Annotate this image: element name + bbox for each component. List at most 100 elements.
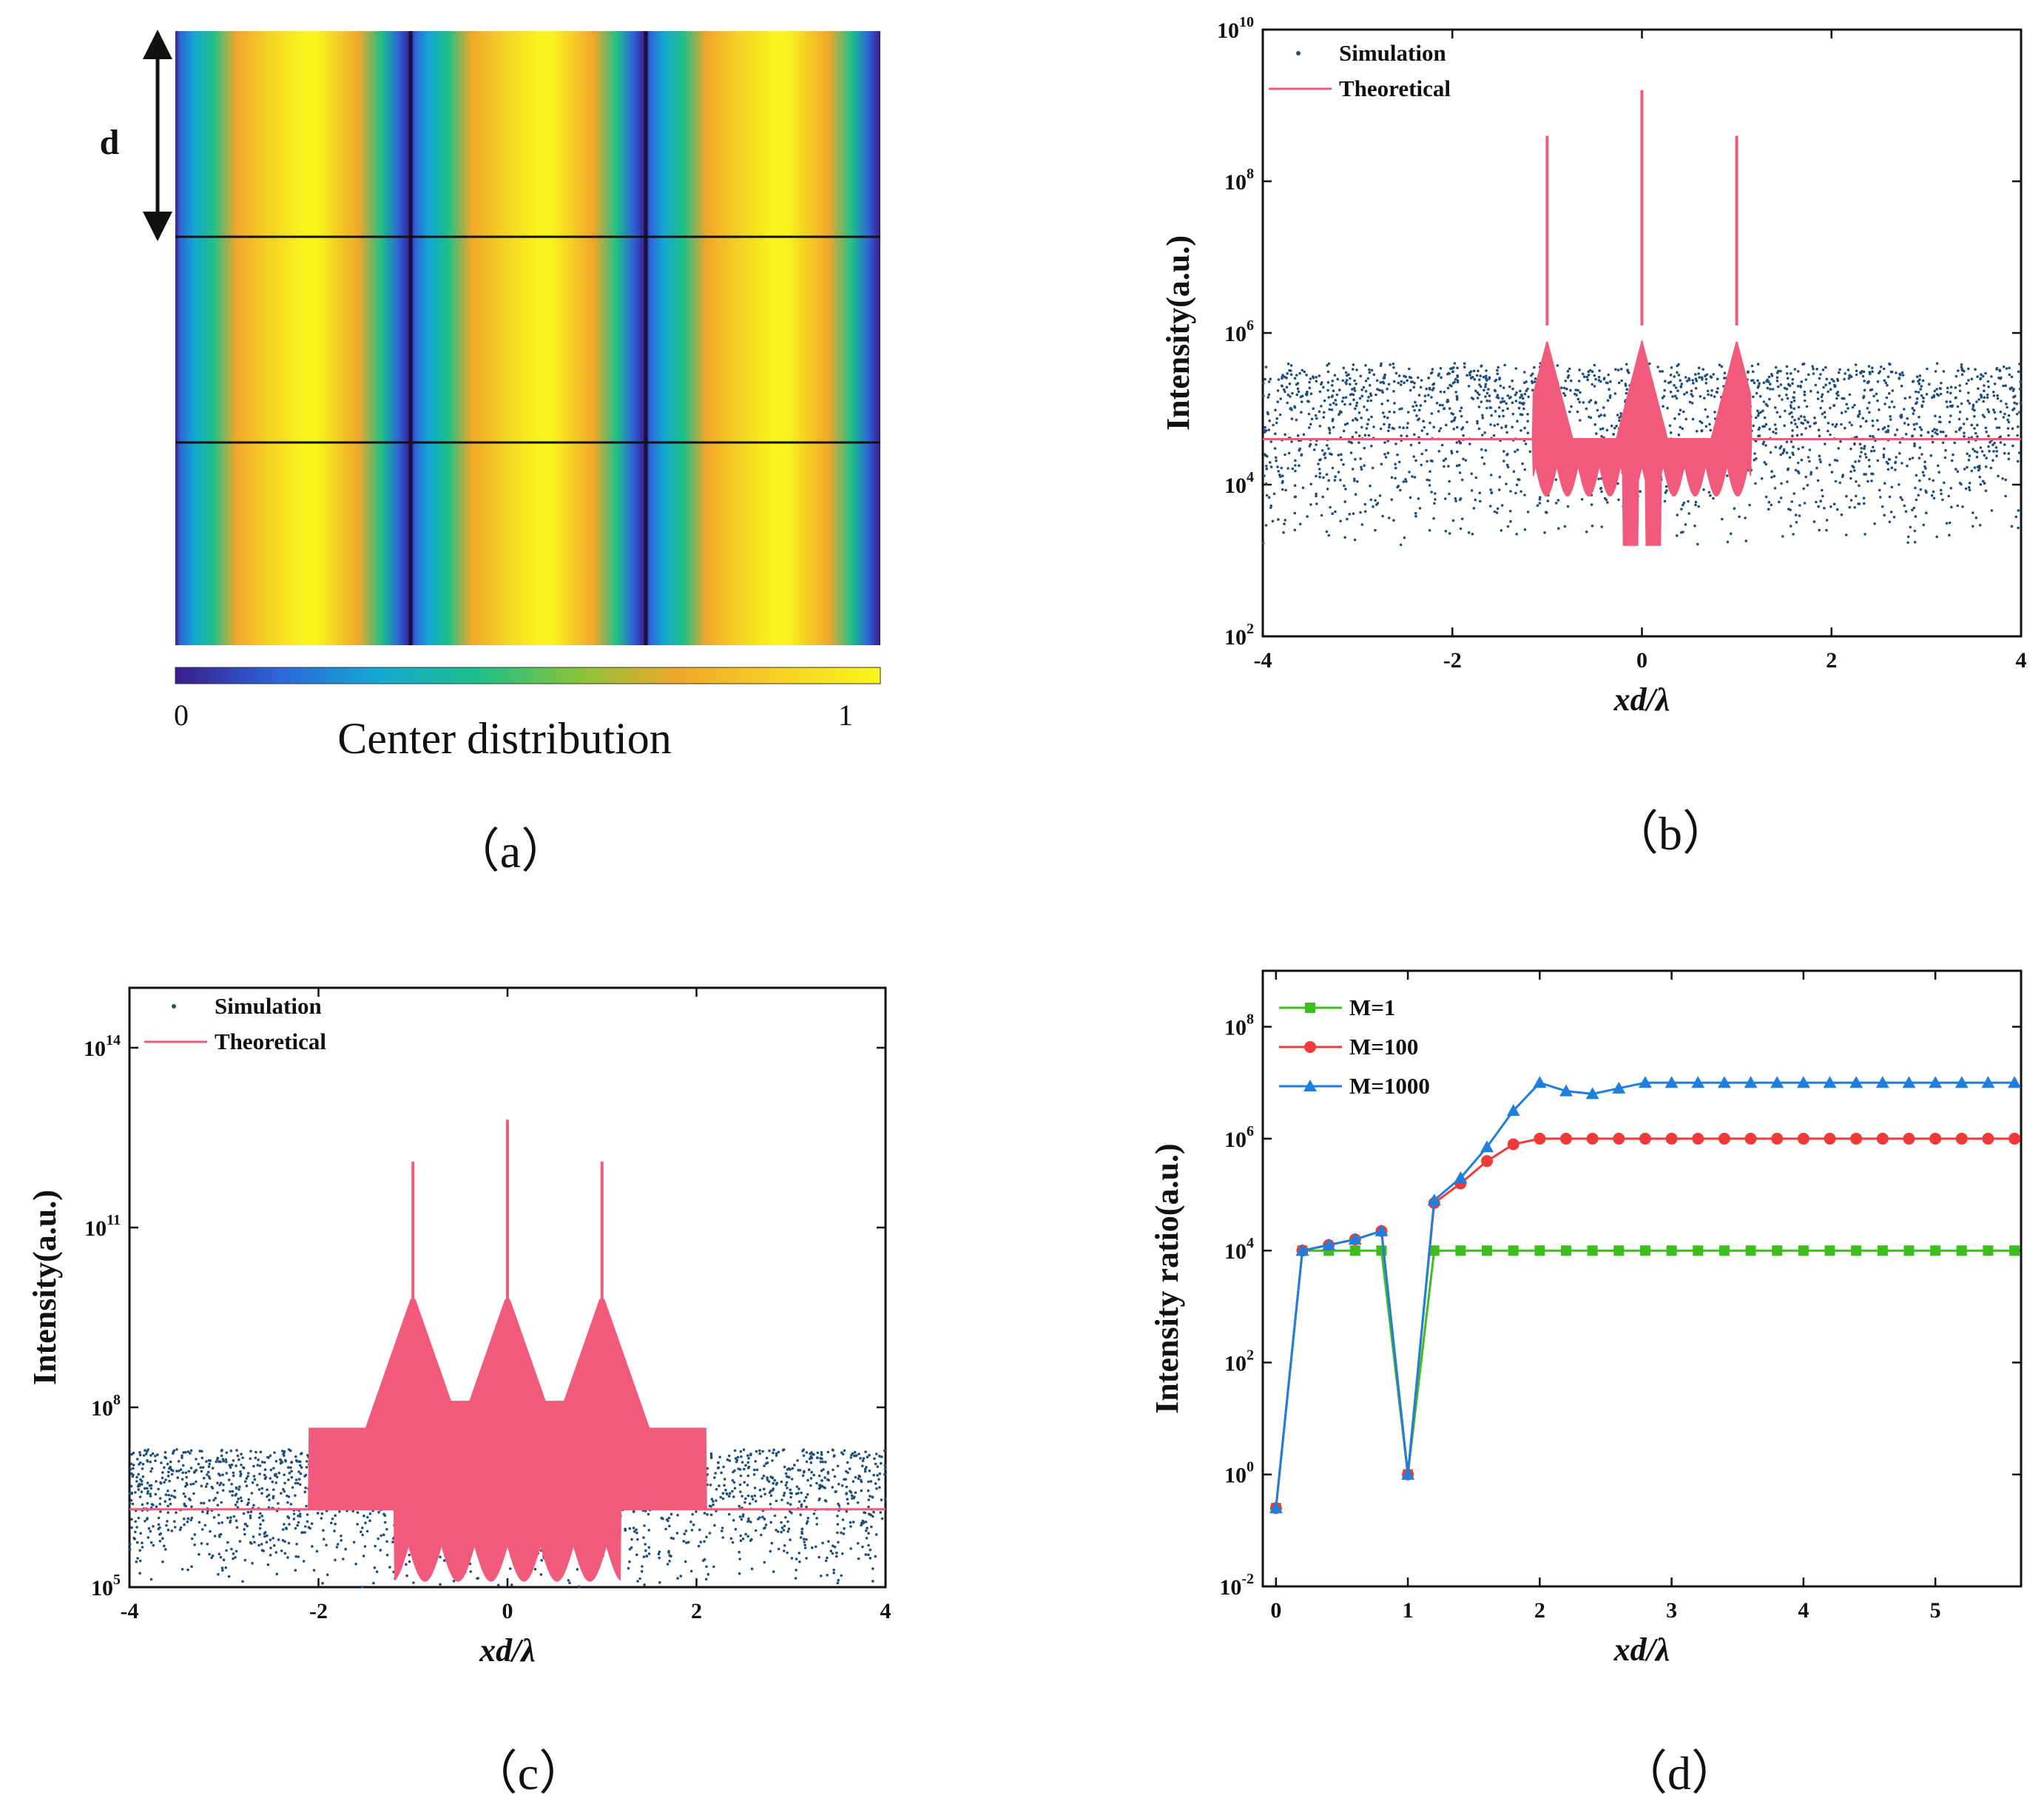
simulation-point [786, 1551, 789, 1555]
simulation-point [1352, 363, 1355, 366]
simulation-point [183, 1495, 187, 1498]
simulation-point [1912, 506, 1916, 510]
simulation-point [220, 1521, 224, 1524]
y-tick-label: 102 [1224, 621, 1254, 650]
simulation-point [1403, 536, 1406, 539]
simulation-point [1301, 394, 1304, 397]
simulation-point [1346, 422, 1349, 425]
simulation-point [1506, 465, 1510, 468]
simulation-point [2015, 403, 2018, 405]
simulation-point [1980, 373, 1983, 377]
simulation-point [1968, 482, 1972, 485]
simulation-point [1315, 502, 1318, 505]
simulation-point [134, 1530, 137, 1534]
simulation-point [1608, 396, 1612, 400]
simulation-point [1400, 407, 1403, 410]
simulation-point [1479, 499, 1482, 503]
simulation-point [1488, 394, 1491, 397]
simulation-point [1489, 488, 1492, 491]
simulation-point [1470, 472, 1474, 476]
data-point [1876, 1132, 1889, 1145]
simulation-point [1390, 476, 1394, 479]
simulation-point [1898, 483, 1900, 486]
simulation-point [1870, 479, 1873, 482]
simulation-point [1358, 397, 1362, 400]
simulation-point [849, 1521, 852, 1524]
simulation-point [867, 1543, 870, 1547]
simulation-point [1437, 429, 1441, 433]
simulation-point [640, 1569, 644, 1573]
simulation-point [360, 1530, 362, 1534]
simulation-point [1286, 362, 1290, 366]
simulation-point [192, 1482, 195, 1486]
simulation-point [1364, 364, 1367, 367]
simulation-point [1409, 443, 1413, 447]
simulation-point [732, 1518, 735, 1522]
simulation-point [1437, 450, 1441, 453]
simulation-point [203, 1476, 206, 1480]
simulation-point [1442, 459, 1446, 462]
simulation-point [1428, 484, 1431, 487]
simulation-point [709, 1484, 712, 1487]
simulation-point [1335, 393, 1339, 397]
simulation-point [1588, 400, 1591, 404]
simulation-point [1775, 376, 1779, 379]
simulation-point [295, 1543, 298, 1546]
simulation-point [149, 1484, 153, 1487]
simulation-point [1606, 501, 1609, 504]
simulation-point [1882, 453, 1886, 457]
simulation-point [138, 1559, 142, 1563]
simulation-point [287, 1495, 291, 1498]
simulation-point [1428, 479, 1431, 482]
simulation-point [1463, 366, 1466, 369]
simulation-point [743, 1501, 746, 1504]
simulation-point [1519, 490, 1522, 494]
simulation-point [1349, 403, 1352, 405]
simulation-point [819, 1457, 822, 1460]
simulation-point [2011, 444, 2014, 448]
simulation-point [877, 1478, 880, 1481]
simulation-point [129, 1484, 133, 1488]
simulation-point [1290, 440, 1293, 443]
simulation-point [1413, 408, 1416, 412]
simulation-point [1996, 397, 2000, 400]
simulation-point [1872, 394, 1875, 398]
simulation-point [1344, 396, 1348, 399]
simulation-point [753, 1494, 757, 1498]
simulation-point [383, 1521, 387, 1524]
simulation-point [1859, 425, 1862, 428]
simulation-point [243, 1532, 246, 1536]
simulation-point [1266, 411, 1269, 414]
simulation-point [1426, 432, 1429, 436]
simulation-point [868, 1469, 871, 1472]
simulation-point [658, 1556, 661, 1560]
simulation-point [1376, 388, 1379, 391]
simulation-point [1768, 428, 1771, 431]
simulation-point [1954, 374, 1958, 378]
simulation-point [239, 1474, 242, 1478]
simulation-point [1337, 454, 1340, 457]
simulation-point [187, 1469, 191, 1473]
simulation-point [1906, 417, 1909, 420]
simulation-point [1605, 428, 1609, 432]
simulation-point [257, 1458, 260, 1461]
simulation-point [1351, 388, 1354, 391]
simulation-point [1452, 419, 1456, 422]
simulation-point [221, 1569, 224, 1572]
simulation-point [1920, 453, 1923, 456]
simulation-point [1464, 459, 1468, 462]
simulation-point [1703, 397, 1706, 400]
simulation-point [758, 1452, 761, 1455]
simulation-point [1778, 500, 1781, 504]
simulation-point [1849, 470, 1852, 474]
simulation-point [351, 1509, 355, 1513]
simulation-point [361, 1526, 364, 1529]
simulation-point [260, 1461, 264, 1464]
simulation-point [1801, 445, 1804, 449]
simulation-point [1294, 464, 1297, 467]
simulation-point [1953, 441, 1956, 445]
simulation-point [1443, 407, 1446, 410]
simulation-point [1817, 505, 1820, 508]
simulation-point [1381, 391, 1384, 394]
simulation-point [161, 1476, 164, 1480]
